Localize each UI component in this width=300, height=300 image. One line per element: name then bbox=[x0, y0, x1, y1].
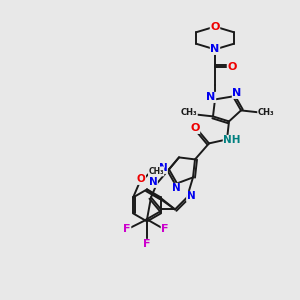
Text: F: F bbox=[123, 224, 131, 234]
Text: CH₃: CH₃ bbox=[258, 108, 274, 117]
Text: N: N bbox=[159, 164, 167, 173]
Text: N: N bbox=[172, 183, 180, 194]
Text: O: O bbox=[137, 174, 146, 184]
Text: O: O bbox=[227, 62, 237, 72]
Text: N: N bbox=[206, 92, 216, 102]
Text: N: N bbox=[187, 191, 195, 201]
Text: N: N bbox=[232, 88, 242, 98]
Text: N: N bbox=[210, 44, 220, 54]
Text: O: O bbox=[210, 22, 220, 32]
Text: F: F bbox=[161, 224, 169, 234]
Text: F: F bbox=[143, 239, 151, 249]
Text: CH₃: CH₃ bbox=[181, 108, 197, 117]
Text: O: O bbox=[190, 123, 200, 134]
Text: CH₃: CH₃ bbox=[148, 167, 164, 176]
Text: N: N bbox=[148, 177, 158, 188]
Text: NH: NH bbox=[223, 135, 241, 146]
